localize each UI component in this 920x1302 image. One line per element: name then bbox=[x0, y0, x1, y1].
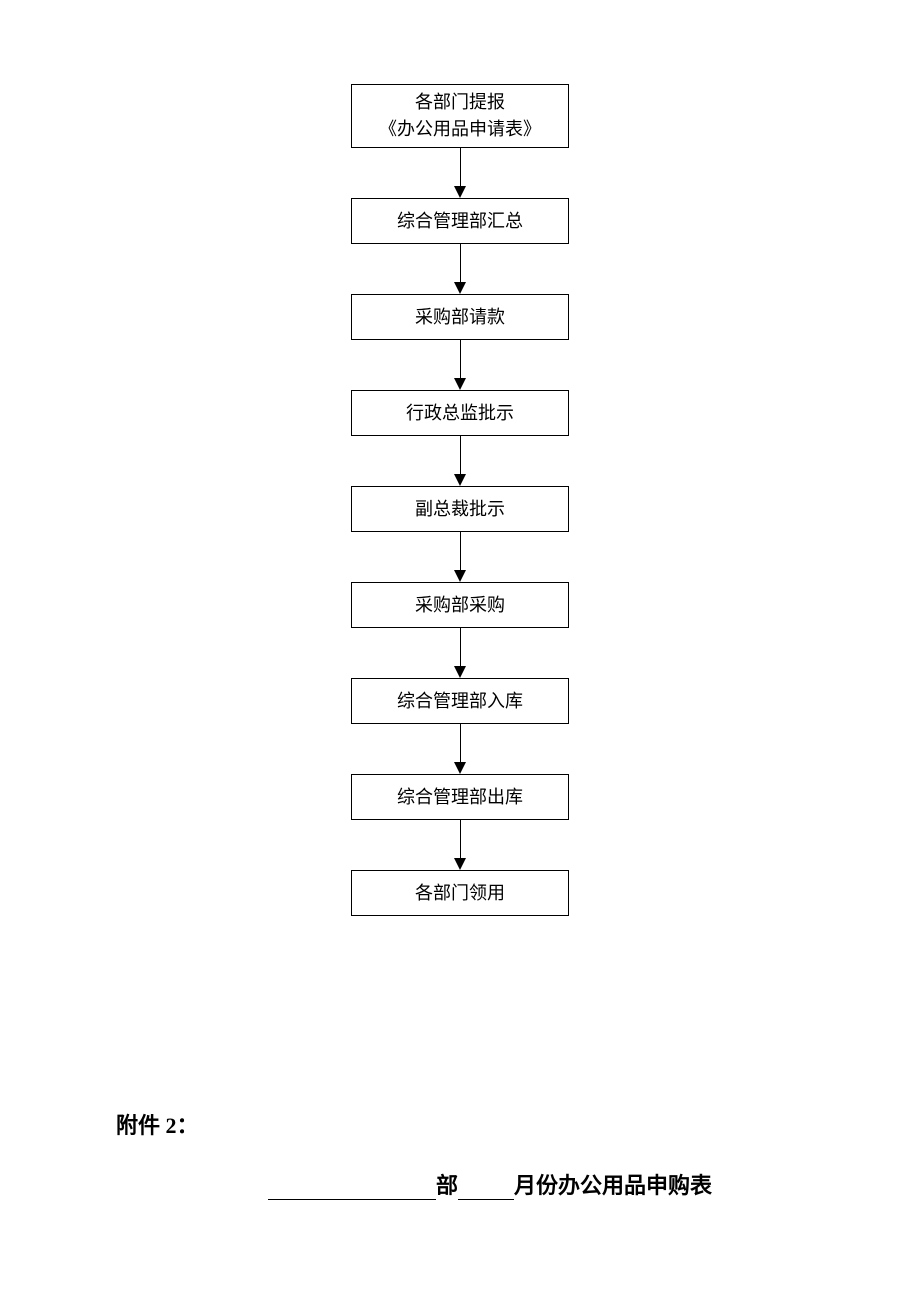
flow-arrow bbox=[454, 148, 466, 198]
flow-node-line: 各部门领用 bbox=[415, 880, 505, 907]
flow-node-line: 《办公用品申请表》 bbox=[379, 116, 541, 143]
flow-node-line: 副总裁批示 bbox=[415, 496, 505, 523]
form-title: 部 月份办公用品申购表 bbox=[268, 1168, 712, 1200]
arrow-line bbox=[460, 532, 461, 570]
form-title-suffix: 月份办公用品申购表 bbox=[514, 1173, 712, 1198]
arrow-line bbox=[460, 148, 461, 186]
arrow-head-icon bbox=[454, 666, 466, 678]
flow-node-n9: 各部门领用 bbox=[351, 870, 569, 916]
flow-node-line: 行政总监批示 bbox=[406, 400, 514, 427]
flow-node-line: 采购部请款 bbox=[415, 304, 505, 331]
flowchart-container: 各部门提报《办公用品申请表》综合管理部汇总采购部请款行政总监批示副总裁批示采购部… bbox=[351, 84, 569, 916]
arrow-line bbox=[460, 820, 461, 858]
arrow-head-icon bbox=[454, 186, 466, 198]
arrow-line bbox=[460, 724, 461, 762]
form-title-mid1: 部 bbox=[436, 1173, 458, 1198]
flow-arrow bbox=[454, 532, 466, 582]
flow-arrow bbox=[454, 340, 466, 390]
flow-node-n3: 采购部请款 bbox=[351, 294, 569, 340]
flow-node-line: 各部门提报 bbox=[415, 89, 505, 116]
flow-arrow bbox=[454, 820, 466, 870]
arrow-head-icon bbox=[454, 762, 466, 774]
arrow-head-icon bbox=[454, 282, 466, 294]
flow-node-line: 综合管理部汇总 bbox=[397, 208, 523, 235]
arrow-head-icon bbox=[454, 378, 466, 390]
flow-arrow bbox=[454, 436, 466, 486]
arrow-line bbox=[460, 244, 461, 282]
blank-department bbox=[268, 1199, 436, 1200]
flow-arrow bbox=[454, 244, 466, 294]
flow-node-line: 综合管理部入库 bbox=[397, 688, 523, 715]
flow-node-n6: 采购部采购 bbox=[351, 582, 569, 628]
attachment-label: 附件 2： bbox=[116, 1113, 199, 1138]
attachment-section: 附件 2： bbox=[116, 1108, 199, 1140]
flow-node-n7: 综合管理部入库 bbox=[351, 678, 569, 724]
arrow-head-icon bbox=[454, 474, 466, 486]
arrow-head-icon bbox=[454, 570, 466, 582]
flow-node-line: 综合管理部出库 bbox=[397, 784, 523, 811]
flow-node-n4: 行政总监批示 bbox=[351, 390, 569, 436]
arrow-line bbox=[460, 436, 461, 474]
blank-month bbox=[458, 1199, 514, 1200]
flow-node-n1: 各部门提报《办公用品申请表》 bbox=[351, 84, 569, 148]
flow-node-line: 采购部采购 bbox=[415, 592, 505, 619]
flow-node-n8: 综合管理部出库 bbox=[351, 774, 569, 820]
flow-arrow bbox=[454, 628, 466, 678]
arrow-line bbox=[460, 628, 461, 666]
arrow-line bbox=[460, 340, 461, 378]
flow-node-n2: 综合管理部汇总 bbox=[351, 198, 569, 244]
arrow-head-icon bbox=[454, 858, 466, 870]
flow-arrow bbox=[454, 724, 466, 774]
flow-node-n5: 副总裁批示 bbox=[351, 486, 569, 532]
